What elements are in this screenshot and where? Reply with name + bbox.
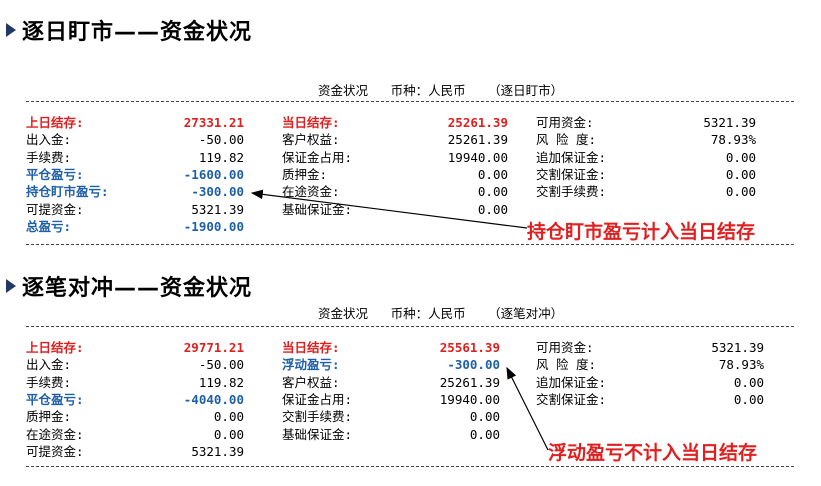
section2-col2-label: 浮动盈亏:	[282, 357, 340, 373]
section2-col1-label: 手续费:	[26, 374, 72, 390]
section1-col1-label: 可提资金:	[26, 201, 84, 217]
section2-col3-value: 5321.39	[711, 340, 764, 355]
section2-col3-value: 0.00	[733, 391, 764, 407]
section1-col3-label: 交割保证金:	[536, 166, 607, 182]
section1-col2-label: 在途资金:	[282, 184, 340, 200]
section2-col1-label: 质押金:	[26, 409, 72, 425]
section2-col2-value: -300.00	[447, 357, 500, 373]
section1-col2-value: 25261.39	[447, 115, 508, 130]
section1-col2-value: 0.00	[477, 166, 508, 182]
section2-col1-label: 可提资金:	[26, 443, 84, 459]
section1-col3-value: 0.00	[725, 166, 756, 182]
section2-col2-value: 25561.39	[439, 340, 500, 355]
section2-col1-label: 平仓盈亏:	[26, 391, 84, 407]
section1-arrow	[250, 189, 528, 229]
section1-top-rule	[26, 101, 794, 102]
section1-col1-value: -300.00	[191, 184, 244, 200]
section2-col2-label: 交割手续费:	[282, 409, 353, 425]
bullet-arrow-icon	[6, 279, 16, 293]
section2-col2-label: 基础保证金:	[282, 426, 353, 442]
section1-header: 资金状况 币种：人民币 （逐日盯市）	[318, 83, 564, 98]
section1-col1-value: 119.82	[198, 149, 244, 165]
section2-col2-value: 25261.39	[439, 374, 500, 390]
section1-col3-label: 交割手续费:	[536, 184, 607, 200]
section1-col2-label: 基础保证金:	[282, 201, 353, 217]
section1-col1-label: 手续费:	[26, 149, 72, 165]
section1-col2-label: 当日结存:	[282, 115, 340, 130]
section1-col2-label: 质押金:	[282, 166, 328, 182]
section1-col3-value: 5321.39	[703, 115, 756, 130]
section1-col3-label: 追加保证金:	[536, 149, 607, 165]
section1-col2-value: 0.00	[477, 201, 508, 217]
section2-col2-value: 0.00	[469, 409, 500, 425]
section1-col1-label: 出入金:	[26, 132, 72, 148]
section1-col1-value: -1900.00	[183, 218, 244, 234]
section1-col3-value: 0.00	[725, 184, 756, 200]
section1-title: 逐日盯市——资金状况	[6, 14, 252, 46]
section2-col2-label: 客户权益:	[282, 374, 340, 390]
section1-col3-value: 78.93%	[710, 132, 756, 148]
section1-col2-value: 25261.39	[447, 132, 508, 148]
section1-col1-value: -1600.00	[183, 166, 244, 182]
section1-col1-label: 总盈亏:	[26, 218, 72, 234]
section1-col1-value: 5321.39	[191, 201, 244, 217]
section1-col1-label: 持仓盯市盈亏:	[26, 184, 109, 200]
section2-col1-value: -50.00	[198, 357, 244, 373]
section2-col1-label: 在途资金:	[26, 426, 84, 442]
section1-col2-value: 0.00	[477, 184, 508, 200]
section2-header: 资金状况 币种：人民币 （逐笔对冲）	[318, 306, 564, 321]
section1-bottom-rule	[26, 244, 794, 245]
section2-col1-value: 119.82	[198, 374, 244, 390]
section2-col3-label: 交割保证金:	[536, 391, 607, 407]
section2-col2-label: 保证金占用:	[282, 391, 353, 407]
section1-col1-label: 平仓盈亏:	[26, 166, 84, 182]
section2-title-text: 逐笔对冲——资金状况	[22, 276, 253, 301]
section2-col2-value: 19940.00	[439, 391, 500, 407]
section2-col3-value: 78.93%	[718, 357, 764, 373]
section1-col3-label: 可用资金:	[536, 115, 594, 130]
section2-col3-label: 可用资金:	[536, 340, 594, 355]
section2-col2-value: 0.00	[469, 426, 500, 442]
section2-top-rule	[26, 326, 794, 327]
bullet-arrow-icon	[6, 23, 16, 37]
section2-col1-value: 5321.39	[191, 443, 244, 459]
section2-col3-label: 追加保证金:	[536, 374, 607, 390]
section1-col2-label: 客户权益:	[282, 132, 340, 148]
section2-col1-value: 0.00	[213, 426, 244, 442]
section1-col2-value: 19940.00	[447, 149, 508, 165]
section2-col1-value: 29771.21	[183, 340, 244, 355]
section2-col3-value: 0.00	[733, 374, 764, 390]
section1-callout: 持仓盯市盈亏计入当日结存	[527, 217, 756, 244]
section2-arrow	[506, 366, 549, 451]
section1-col2-label: 保证金占用:	[282, 149, 353, 165]
section1-col3-label: 风 险 度:	[536, 132, 597, 148]
section2-col1-label: 上日结存:	[26, 340, 84, 355]
section1-title-text: 逐日盯市——资金状况	[22, 20, 253, 45]
section2-title: 逐笔对冲——资金状况	[6, 270, 252, 302]
section2-bottom-rule	[26, 466, 794, 467]
section2-callout: 浮动盈亏不计入当日结存	[548, 438, 758, 465]
section1-col1-value: -50.00	[198, 132, 244, 148]
section1-col3-value: 0.00	[725, 149, 756, 165]
section2-col1-label: 出入金:	[26, 357, 72, 373]
section2-col1-value: 0.00	[213, 409, 244, 425]
section1-col1-value: 27331.21	[183, 115, 244, 130]
section2-col1-value: -4040.00	[183, 391, 244, 407]
section1-col1-label: 上日结存:	[26, 115, 84, 130]
section2-col2-label: 当日结存:	[282, 340, 340, 355]
section2-col3-label: 风 险 度:	[536, 357, 597, 373]
